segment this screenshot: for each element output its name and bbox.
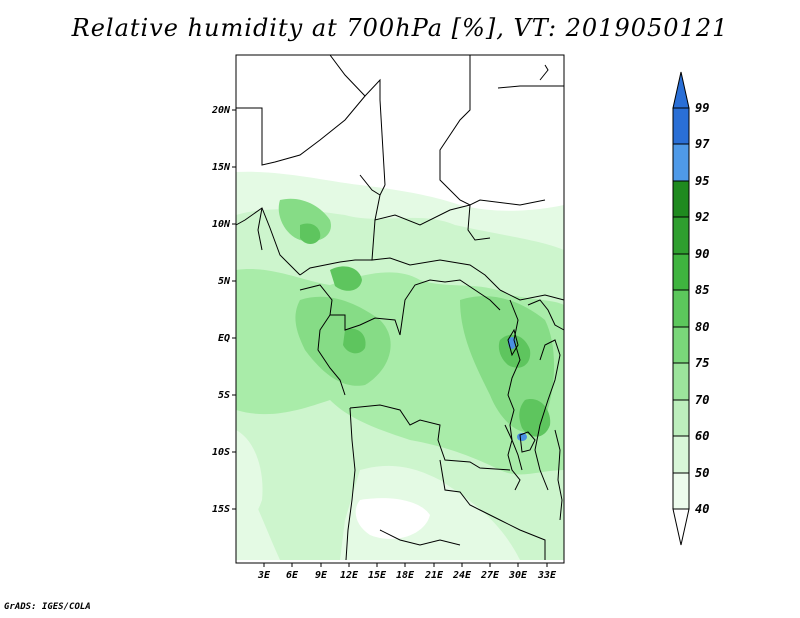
colorbar-label: 90 <box>695 247 709 261</box>
lon-label: 33E <box>537 570 557 581</box>
map-title: Relative humidity at 700hPa [%], VT: 201… <box>71 14 729 42</box>
lon-label: 24E <box>452 570 472 581</box>
lon-label: 12E <box>340 570 359 581</box>
longitude-axis: 3E 6E 9E 12E 15E 18E 21E 24E 27E 30E 33E <box>257 563 557 581</box>
lat-label: 10N <box>212 219 231 230</box>
colorbar-label: 85 <box>695 283 709 297</box>
lat-label: 15S <box>212 504 230 515</box>
lon-label: 18E <box>396 570 415 581</box>
lat-label: EQ <box>218 333 230 344</box>
lat-label: 20N <box>211 105 231 116</box>
colorbar-label: 97 <box>695 137 710 151</box>
colorbar-label: 80 <box>695 320 709 334</box>
lon-label: 6E <box>286 570 299 581</box>
lat-label: 15N <box>212 162 231 173</box>
colorbar-label: 92 <box>695 210 709 224</box>
humidity-shading <box>236 171 564 560</box>
lon-label: 21E <box>424 570 444 581</box>
grads-credit: GrADS: IGES/COLA <box>4 602 91 612</box>
lon-label: 9E <box>315 570 328 581</box>
latitude-axis: 20N 15N 10N 5N EQ 5S 10S 15S <box>211 105 236 515</box>
lon-label: 27E <box>480 570 500 581</box>
lat-label: 5N <box>218 276 231 287</box>
lat-label: 5S <box>218 390 230 401</box>
colorbar-label: 50 <box>695 466 709 480</box>
colorbar-top-arrow <box>672 71 690 109</box>
country-borders <box>235 54 565 561</box>
colorbar-label: 60 <box>695 429 709 443</box>
colorbar-label: 40 <box>695 502 709 516</box>
colorbar-bottom-arrow <box>672 508 690 546</box>
lon-label: 30E <box>508 570 528 581</box>
colorbar-label: 99 <box>695 101 709 115</box>
lat-label: 10S <box>212 447 230 458</box>
colorbar-label: 75 <box>695 356 709 370</box>
colorbar-label: 95 <box>695 174 709 188</box>
lon-label: 15E <box>368 570 387 581</box>
colorbar: 99 97 95 92 90 85 80 75 70 60 50 40 <box>672 71 710 546</box>
lon-label: 3E <box>257 570 271 581</box>
map-frame <box>235 54 565 564</box>
colorbar-label: 70 <box>695 393 709 407</box>
